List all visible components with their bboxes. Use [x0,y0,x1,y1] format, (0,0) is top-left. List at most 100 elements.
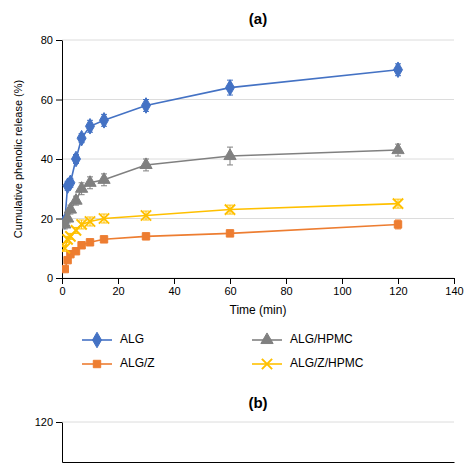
tick: 140 [445,278,463,297]
point [78,242,85,249]
point [86,239,93,246]
grid [62,40,454,278]
tick: 20 [112,278,124,297]
tick-label: 60 [224,285,236,297]
line [65,204,398,249]
point [76,219,86,229]
legend-label: ALG [120,332,144,346]
tick-label: 80 [280,285,292,297]
tick-label: 0 [47,272,53,284]
point [394,62,403,78]
plot-area [62,62,404,273]
legend-item: ALG [82,332,144,348]
error-bar [227,230,233,236]
grid-line [62,278,454,279]
line [65,70,398,222]
error-bar [79,242,85,248]
point [226,230,233,237]
point [66,175,75,191]
tick: 40 [41,153,62,165]
legend-marker [262,359,272,369]
legend-marker [93,332,102,348]
tick-mark [398,278,399,284]
chart: 020406080100120140020406080(a)Time (min)… [12,10,464,370]
tick-label: 40 [41,153,53,165]
point [98,173,110,184]
grid-line [62,40,454,41]
axis-line [62,423,63,463]
x-axis [63,462,455,463]
tick-mark [174,278,175,284]
point [77,130,86,146]
legend-marker [261,333,273,344]
tick-mark [342,278,343,284]
point [85,216,95,226]
point [100,236,107,243]
point [142,233,149,240]
point [225,204,235,214]
tick-label: 0 [59,285,65,297]
tick-mark [56,422,62,423]
tick: 80 [280,278,292,297]
error-bar [143,233,149,239]
tick-mark [62,278,63,284]
series [62,220,402,273]
tick: 0 [59,278,65,297]
chart: 120 (b) [35,394,455,463]
point [99,213,109,223]
tick-mark [56,159,62,160]
legend-label: ALG/HPMC [290,332,353,346]
line [65,150,398,224]
tick-label: 80 [41,34,53,46]
line [65,224,398,269]
x-axis-title: Time (min) [230,303,287,317]
tick-label: 140 [445,285,463,297]
point [226,80,235,96]
grid-line [62,99,454,100]
point [142,98,151,114]
tick: 40 [168,278,180,297]
tick-label: 20 [41,213,53,225]
tick-label: 20 [112,285,124,297]
tick-mark [454,278,455,284]
tick-mark [230,278,231,284]
chart-svg: 020406080100120140020406080(a)Time (min)… [0,0,474,474]
error-bar [395,220,401,229]
tick-label: 120 [35,416,53,428]
point [393,199,403,209]
grid-line [62,422,454,423]
legend-item: ALG/Z [82,356,155,370]
error-bar [87,239,93,245]
legend: ALG ALG/Z ALG/HPMC ALG/Z/HPMC [82,332,364,370]
point [84,176,96,187]
point [224,149,236,160]
legend-label: ALG/Z [120,356,155,370]
x-axis: 0 20 40 60 80 100 120 140 [59,278,463,297]
tick: 120 [35,416,62,428]
tick: 20 [41,213,62,225]
tick: 80 [41,34,62,46]
tick-mark [56,219,62,220]
tick: 120 [389,278,407,297]
tick-mark [56,40,62,41]
grid-line [62,218,454,219]
tick-label: 120 [389,285,407,297]
y-axis: 120 [35,416,63,462]
tick-mark [56,278,62,279]
title: (b) [248,394,267,411]
axis-line [63,278,455,279]
tick-mark [118,278,119,284]
tick-mark [56,100,62,101]
series [62,199,403,254]
error-bar [101,236,107,242]
point [394,221,401,228]
tick: 100 [333,278,351,297]
legend-marker [93,360,100,367]
point [100,113,109,129]
series [62,143,404,229]
grid [62,422,454,423]
point [62,265,69,272]
legend-item: ALG/Z/HPMC [252,356,364,370]
y-axis: 020406080 [41,34,63,284]
grid-line [62,159,454,160]
